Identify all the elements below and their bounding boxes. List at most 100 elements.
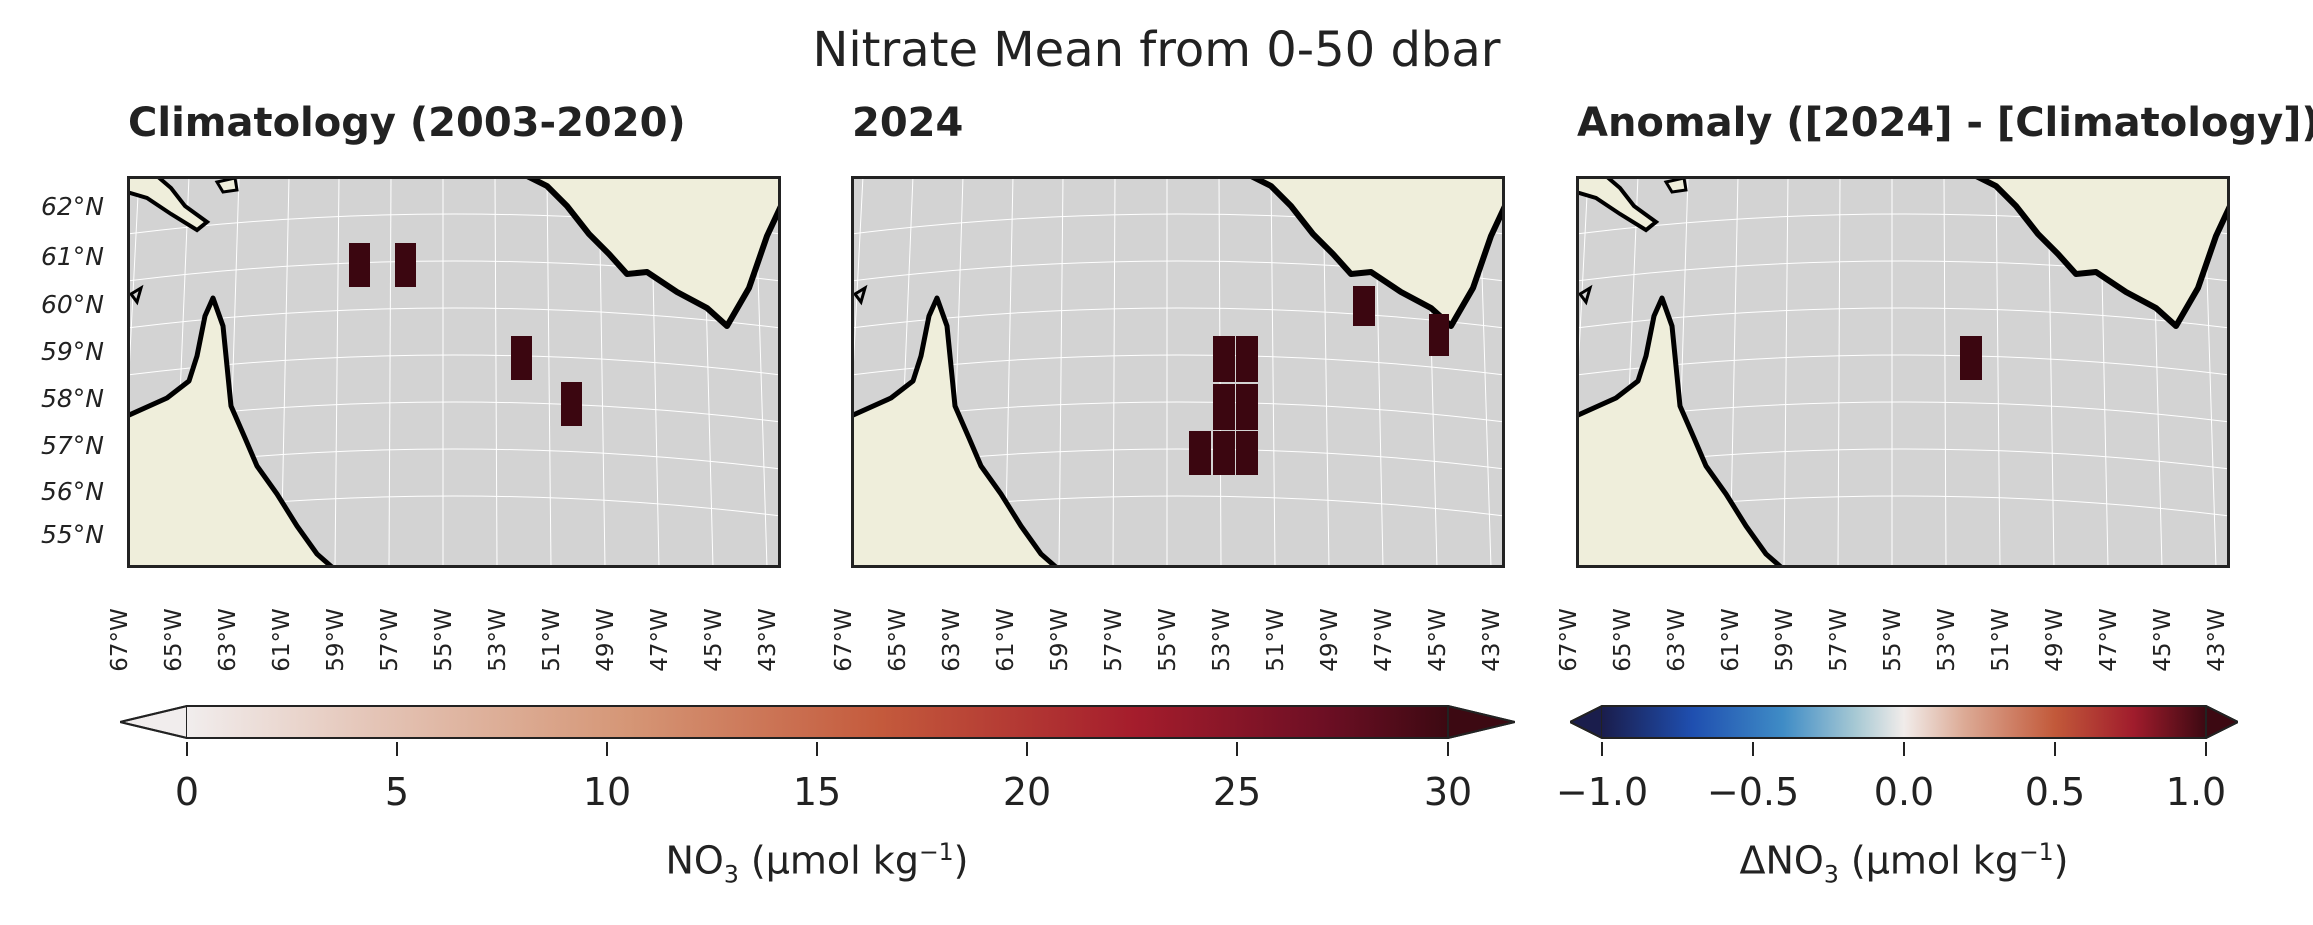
map-anomaly (1576, 176, 2230, 568)
colorbar-tick-label: 0.0 (1873, 770, 1935, 814)
map-2024 (851, 176, 1505, 568)
colorbar-extend-high (1447, 705, 1515, 739)
lat-label: 61°N (40, 242, 104, 271)
lon-label: 57°W (1826, 608, 1852, 672)
data-cell (511, 336, 532, 380)
lon-label: 63°W (215, 608, 241, 672)
lon-label: 55°W (1155, 608, 1181, 672)
lon-label: 55°W (431, 608, 457, 672)
lon-label: 49°W (2042, 608, 2068, 672)
data-cell (561, 382, 582, 426)
lon-label: 59°W (1047, 608, 1073, 672)
lon-label: 65°W (161, 608, 187, 672)
lat-label: 60°N (40, 290, 104, 319)
lon-label: 49°W (1317, 608, 1343, 672)
colorbar-tick-label: 5 (384, 770, 410, 814)
colorbar-anomaly (1570, 705, 2238, 739)
lat-label: 56°N (40, 477, 104, 506)
lon-label: 61°W (269, 608, 295, 672)
colorbar-tick-label: 15 (792, 770, 842, 814)
map-frame (1576, 176, 2230, 568)
panel-title-anomaly: Anomaly ([2024] - [Climatology]) (1577, 100, 2313, 146)
lon-label: 61°W (1718, 608, 1744, 672)
lon-label: 51°W (539, 608, 565, 672)
lat-label: 62°N (40, 192, 104, 221)
lon-label: 59°W (323, 608, 349, 672)
colorbar-tick (1026, 742, 1028, 756)
colorbar-extend-high (2205, 705, 2238, 739)
colorbar-tick-label: −0.5 (1706, 770, 1800, 814)
lon-label: 53°W (485, 608, 511, 672)
colorbar-extend-low (120, 705, 188, 739)
lon-label: 57°W (377, 608, 403, 672)
colorbar-tick-label: 1.0 (2165, 770, 2227, 814)
colorbar-outline (120, 705, 1515, 739)
colorbar-gradient (1602, 706, 2206, 738)
lon-label: 49°W (593, 608, 619, 672)
lon-label: 63°W (1664, 608, 1690, 672)
land (127, 176, 781, 568)
colorbar-nitrate-label: NO3 (μmol kg−1) (665, 838, 969, 889)
lon-label: 59°W (1772, 608, 1798, 672)
colorbar-tick (186, 742, 188, 756)
data-cell (1236, 384, 1258, 430)
colorbar-tick (1601, 742, 1603, 756)
lon-label: 43°W (755, 608, 781, 672)
lon-label: 51°W (1988, 608, 2014, 672)
lon-label: 43°W (1479, 608, 1505, 672)
colorbar-extend-low (1570, 705, 1603, 739)
colorbar-tick (1236, 742, 1238, 756)
map-frame (851, 176, 1505, 568)
lon-label: 63°W (939, 608, 965, 672)
nitrate-cells (1189, 286, 1449, 475)
land (1576, 176, 2230, 568)
lon-label: 61°W (993, 608, 1019, 672)
colorbar-gradient (187, 706, 1448, 738)
lon-label: 65°W (885, 608, 911, 672)
panel-title-climatology: Climatology (2003-2020) (128, 100, 686, 146)
lon-label: 55°W (1880, 608, 1906, 672)
colorbar-tick (606, 742, 608, 756)
nitrate-cells (349, 243, 582, 426)
data-cell (1353, 286, 1375, 326)
lon-label: 43°W (2204, 608, 2230, 672)
lon-label: 67°W (107, 608, 133, 672)
colorbar-tick (816, 742, 818, 756)
colorbar-tick-label: 20 (1002, 770, 1052, 814)
lon-label: 53°W (1209, 608, 1235, 672)
lon-label: 51°W (1263, 608, 1289, 672)
colorbar-tick-label: 25 (1212, 770, 1262, 814)
colorbar-outline (1570, 705, 2238, 739)
colorbar-nitrate (120, 705, 1515, 739)
lon-label: 45°W (2150, 608, 2176, 672)
lon-label: 57°W (1101, 608, 1127, 672)
panel-title-2024: 2024 (852, 100, 964, 146)
land (851, 176, 1505, 568)
lon-label: 47°W (2096, 608, 2122, 672)
data-cell (1429, 314, 1449, 356)
data-cell (1189, 431, 1211, 475)
colorbar-tick (1447, 742, 1449, 756)
lat-label: 57°N (40, 431, 104, 460)
figure-title: Nitrate Mean from 0-50 dbar (812, 22, 1501, 78)
lon-label: 45°W (1425, 608, 1451, 672)
data-cell (395, 243, 416, 287)
data-cell (1236, 431, 1258, 475)
colorbar-tick (396, 742, 398, 756)
anomaly-cells (1960, 336, 1982, 380)
colorbar-anomaly-label: ΔNO3 (μmol kg−1) (1739, 838, 2069, 889)
data-cell (1236, 336, 1258, 382)
colorbar-tick-label: 0 (174, 770, 200, 814)
lon-label: 45°W (701, 608, 727, 672)
lat-label: 59°N (40, 337, 104, 366)
lon-label: 67°W (1556, 608, 1582, 672)
colorbar-tick (1752, 742, 1754, 756)
colorbar-tick (2054, 742, 2056, 756)
lon-label: 65°W (1610, 608, 1636, 672)
colorbar-tick-label: 10 (582, 770, 632, 814)
map-frame (127, 176, 781, 568)
lat-label: 55°N (40, 520, 104, 549)
colorbar-tick-label: 0.5 (2024, 770, 2086, 814)
lon-label: 53°W (1934, 608, 1960, 672)
colorbar-tick (1903, 742, 1905, 756)
